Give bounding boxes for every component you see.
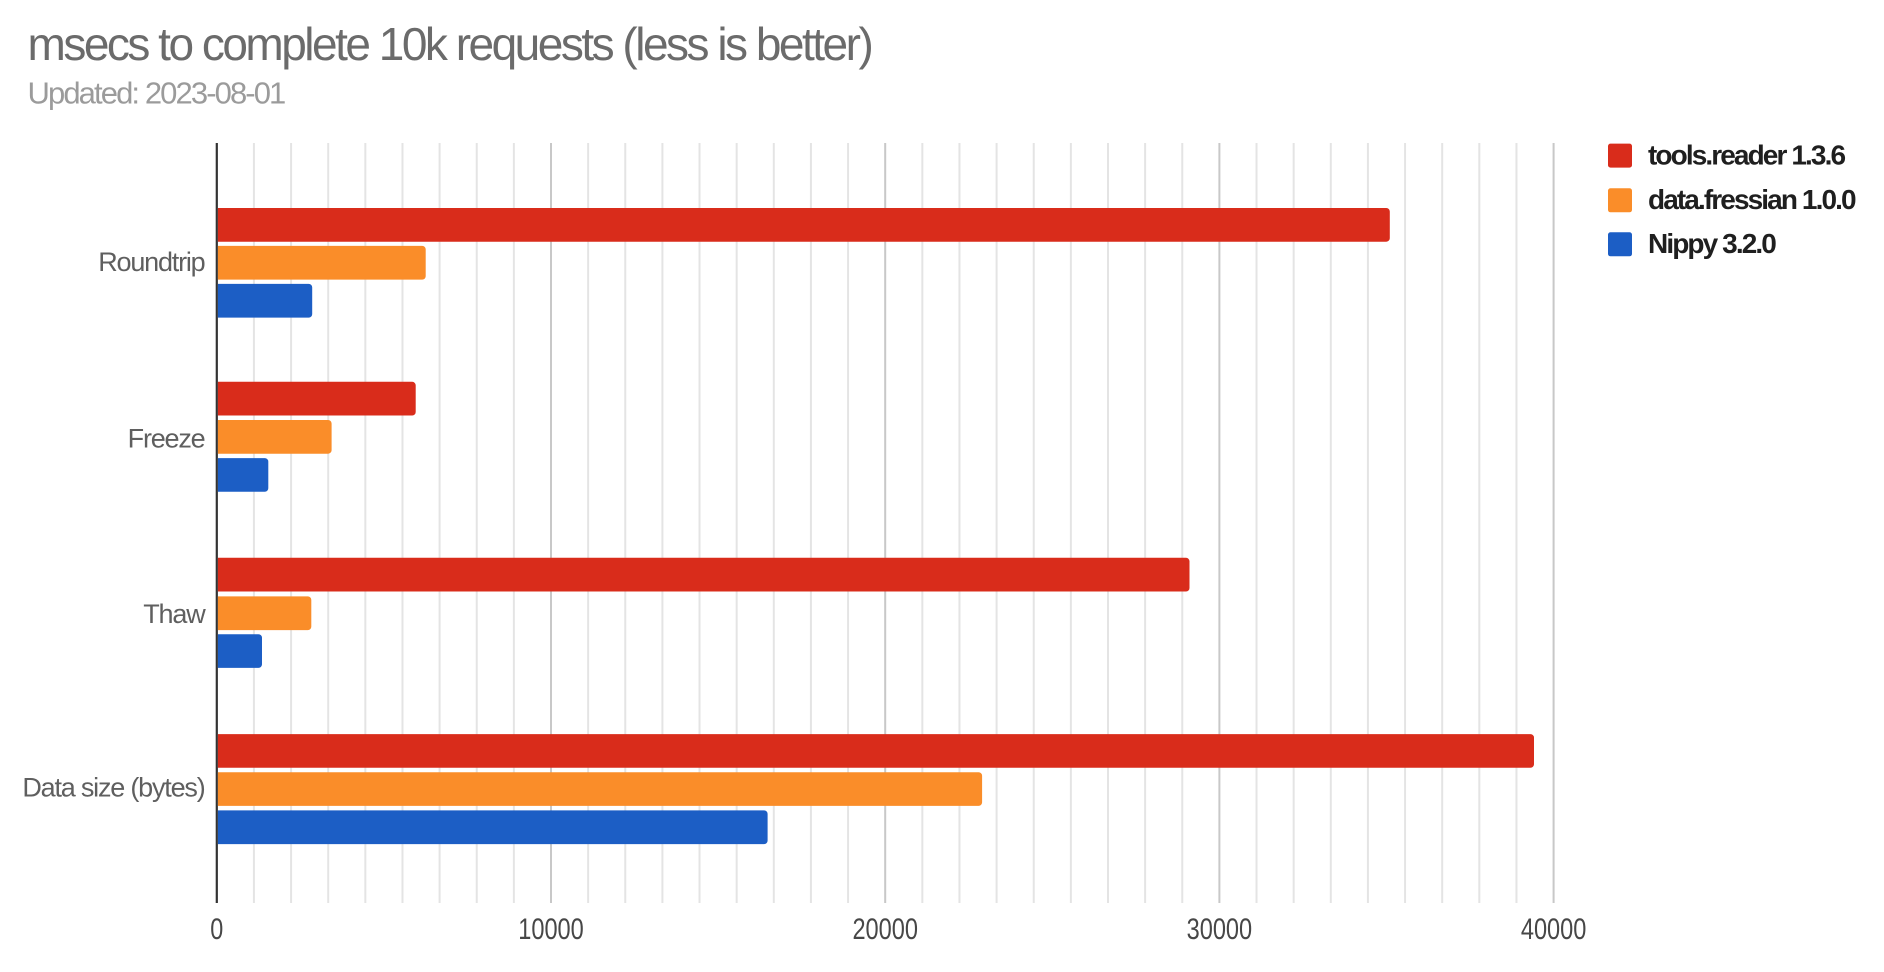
svg-text:20000: 20000 <box>852 913 918 946</box>
svg-text:tools.reader 1.3.6: tools.reader 1.3.6 <box>1648 140 1845 171</box>
svg-text:40000: 40000 <box>1521 913 1587 946</box>
svg-text:0: 0 <box>210 913 223 946</box>
svg-text:Data size (bytes): Data size (bytes) <box>22 772 204 802</box>
svg-text:30000: 30000 <box>1187 913 1253 946</box>
svg-text:10000: 10000 <box>518 913 584 946</box>
svg-text:msecs to complete 10k requests: msecs to complete 10k requests (less is … <box>28 18 872 70</box>
svg-text:Updated: 2023-08-01: Updated: 2023-08-01 <box>28 76 286 111</box>
svg-text:Freeze: Freeze <box>128 424 205 454</box>
svg-text:Roundtrip: Roundtrip <box>98 247 204 277</box>
svg-text:data.fressian 1.0.0: data.fressian 1.0.0 <box>1648 184 1856 215</box>
svg-text:Nippy 3.2.0: Nippy 3.2.0 <box>1648 228 1776 259</box>
svg-text:Thaw: Thaw <box>143 599 206 629</box>
